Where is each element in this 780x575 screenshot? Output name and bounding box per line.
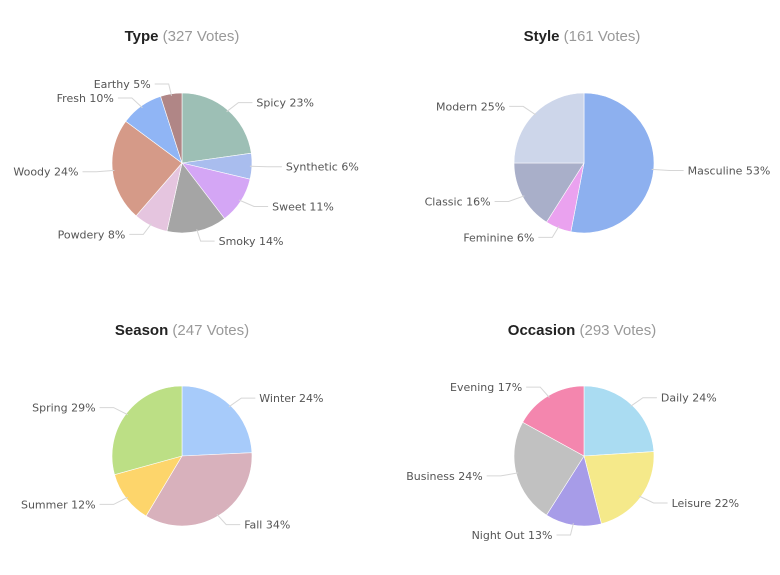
- slice-label-winter: Winter 24%: [259, 392, 323, 405]
- slice-label-earthy: Earthy 5%: [94, 78, 151, 91]
- slice-label-fall: Fall 34%: [244, 519, 290, 532]
- pie-slice-modern: [513, 92, 585, 164]
- chart-title: Occasion: [507, 322, 576, 339]
- slice-label-synthetic: Synthetic 6%: [286, 161, 359, 174]
- slice-label-feminine: Feminine 6%: [463, 231, 534, 244]
- vote-count: (293 Votes): [579, 322, 657, 339]
- slice-label-smoky: Smoky 14%: [219, 235, 284, 248]
- slice-label-night-out: Night Out 13%: [472, 529, 553, 542]
- pie-slice-daily: [583, 385, 655, 457]
- season-pie: Winter 24% Fall 34% Summer 12% Spring 29%: [21, 385, 324, 532]
- slice-label-classic: Classic 16%: [425, 196, 491, 209]
- pie-slice-winter: [181, 385, 253, 457]
- slice-label-powdery: Powdery 8%: [58, 228, 126, 241]
- slice-label-leisure: Leisure 22%: [672, 497, 739, 510]
- label-connector: [249, 165, 282, 168]
- label-connector: [526, 386, 550, 398]
- label-connector: [556, 523, 574, 536]
- slice-label-woody: Woody 24%: [13, 166, 78, 179]
- label-connector: [99, 496, 129, 505]
- label-connector: [226, 102, 253, 113]
- slice-label-evening: Evening 17%: [450, 381, 522, 394]
- type-pie: Spicy 23% Synthetic 6% Sweet 11% Smoky 14% P…: [13, 78, 358, 248]
- label-connector: [638, 495, 668, 504]
- slice-label-sweet: Sweet 11%: [272, 201, 334, 214]
- style-chart-title: Style (161 Votes): [524, 28, 641, 45]
- pie-slice-spicy: [181, 92, 252, 164]
- slice-label-spring: Spring 29%: [32, 402, 95, 415]
- slice-label-spicy: Spicy 23%: [256, 97, 314, 110]
- season-chart-title: Season (247 Votes): [115, 322, 249, 339]
- vote-count: (327 Votes): [162, 28, 240, 45]
- slice-label-fresh: Fresh 10%: [57, 92, 114, 105]
- slice-label-daily: Daily 24%: [661, 392, 717, 405]
- label-connector: [509, 105, 537, 116]
- label-connector: [99, 407, 129, 416]
- label-connector: [129, 223, 152, 235]
- occasion-pie: Daily 24% Leisure 22% Night Out 13% Busines…: [406, 381, 739, 542]
- occasion-chart-title: Occasion (293 Votes): [508, 322, 656, 339]
- vote-count: (161 Votes): [563, 28, 641, 45]
- label-connector: [82, 169, 115, 173]
- slice-label-business: Business 24%: [406, 470, 482, 483]
- style-pie: Masculine 53% Feminine 6% Classic 16% Moder…: [425, 92, 771, 244]
- label-connector: [117, 97, 143, 109]
- label-connector: [630, 397, 657, 407]
- label-connector: [494, 195, 525, 202]
- label-connector: [196, 229, 215, 242]
- label-connector: [538, 225, 560, 238]
- chart-title: Type: [124, 28, 159, 45]
- label-connector: [216, 513, 241, 526]
- label-connector: [238, 199, 269, 207]
- label-connector: [154, 83, 172, 96]
- type-chart-title: Type (327 Votes): [125, 28, 240, 45]
- slice-label-summer: Summer 12%: [21, 498, 96, 511]
- chart-title: Style: [523, 28, 560, 45]
- label-connector: [228, 397, 256, 408]
- chart-title: Season: [114, 322, 169, 339]
- label-connector: [486, 472, 519, 477]
- slice-label-masculine: Masculine 53%: [688, 165, 771, 178]
- label-connector: [651, 168, 684, 171]
- slice-label-modern: Modern 25%: [436, 100, 505, 113]
- vote-count: (247 Votes): [172, 322, 250, 339]
